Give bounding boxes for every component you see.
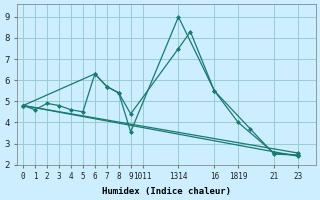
X-axis label: Humidex (Indice chaleur): Humidex (Indice chaleur): [102, 187, 231, 196]
